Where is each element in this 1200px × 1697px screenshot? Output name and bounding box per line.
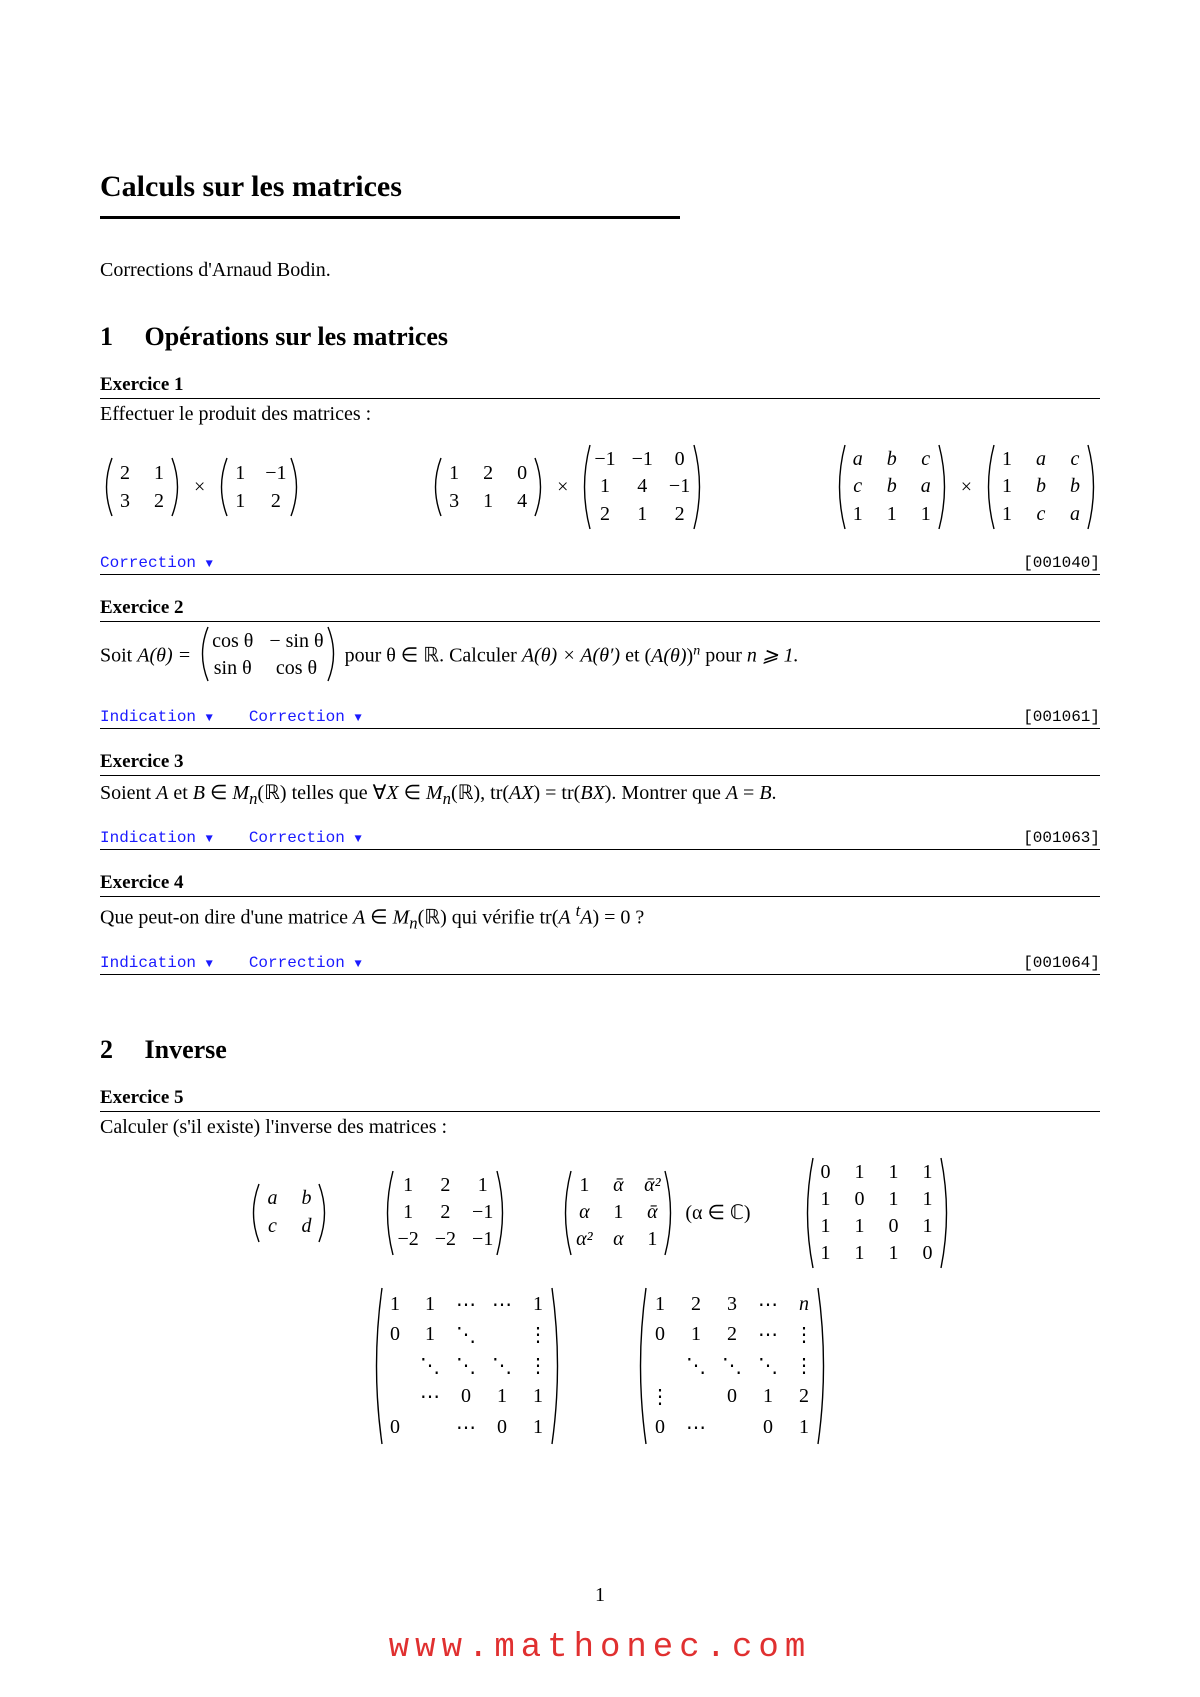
times-operator: × xyxy=(190,476,209,499)
e2-cond: n ⩾ 1. xyxy=(747,645,799,667)
exercise-4-heading: Exercice 4 xyxy=(100,872,1100,897)
correction-link[interactable]: Correction ▼ xyxy=(249,829,362,847)
exercise-3-heading: Exercice 3 xyxy=(100,751,1100,776)
exercise-3-footer: Indication ▼ Correction ▼ [001063] xyxy=(100,823,1100,850)
times-operator: × xyxy=(957,476,976,499)
page-number: 1 xyxy=(0,1584,1200,1607)
indication-link[interactable]: Indication ▼ xyxy=(100,708,213,726)
exercise-5-row1: abcd 12112−1−2−2−1 1ᾱᾱ²α1ᾱα²α1 (α ∈ ℂ) 01111… xyxy=(100,1157,1100,1269)
exercise-2-heading: Exercice 2 xyxy=(100,597,1100,622)
correction-label: Correction xyxy=(100,554,196,572)
exercise-2-footer: Indication ▼ Correction ▼ [001061] xyxy=(100,702,1100,729)
matrix-product: 120314 × −1−1014−1212 xyxy=(429,444,706,530)
correction-label: Correction xyxy=(249,954,345,972)
exercise-5-row2: 11⋯⋯101⋱ ⋮ ⋱⋱⋱⋮ ⋯0110 ⋯01 123⋯n012⋯⋮ ⋱⋱⋱⋮… xyxy=(100,1287,1100,1445)
matrix: 0111101111011110 xyxy=(801,1157,953,1269)
exercise-1-footer: Correction ▼ [001040] xyxy=(100,548,1100,575)
chevron-down-icon: ▼ xyxy=(354,832,361,846)
matrix: 123⋯n012⋯⋮ ⋱⋱⋱⋮⋮ 0120⋯ 01 xyxy=(634,1287,830,1445)
correction-link[interactable]: Correction ▼ xyxy=(249,708,362,726)
matrix: 1ac1bb1ca xyxy=(982,444,1100,530)
e2-expr2: (A(θ))n xyxy=(645,645,706,667)
e2-matrix: cos θ− sin θsin θcos θ xyxy=(196,665,339,687)
exercise-1-matrices: 2132×1−112120314×−1−1014−1212abccba111×1… xyxy=(100,444,1100,530)
credits: Corrections d'Arnaud Bodin. xyxy=(100,259,1100,282)
section-1-title: Opérations sur les matrices xyxy=(145,322,449,351)
e2-mid: pour θ ∈ xyxy=(345,645,424,667)
correction-link[interactable]: Correction ▼ xyxy=(100,554,213,572)
section-2-heading: 2 Inverse xyxy=(100,1035,1100,1065)
exercise-1-prompt: Effectuer le produit des matrices : xyxy=(100,403,1100,426)
exercise-2-body: Soit A(θ) = cos θ− sin θsin θcos θ pour … xyxy=(100,622,1100,688)
indication-label: Indication xyxy=(100,708,196,726)
e2-prefix: Soit xyxy=(100,645,137,667)
exercise-3-id: [001063] xyxy=(1023,829,1100,847)
chevron-down-icon: ▼ xyxy=(206,711,213,725)
chevron-down-icon: ▼ xyxy=(206,832,213,846)
exercise-4-footer: Indication ▼ Correction ▼ [001064] xyxy=(100,948,1100,975)
chevron-down-icon: ▼ xyxy=(206,557,213,571)
correction-label: Correction xyxy=(249,829,345,847)
section-1-number: 1 xyxy=(100,322,138,352)
matrix: 12112−1−2−2−1 xyxy=(381,1170,509,1256)
exercise-5-heading: Exercice 5 xyxy=(100,1087,1100,1112)
e2-expr1: A(θ) × A(θ′) xyxy=(522,645,620,667)
matrix: cos θ− sin θsin θcos θ xyxy=(196,626,339,684)
exercise-3-body: Soient A et B ∈ Mn(ℝ) telles que ∀X ∈ Mn… xyxy=(100,776,1100,809)
indication-label: Indication xyxy=(100,829,196,847)
exercise-2-id: [001061] xyxy=(1023,708,1100,726)
exercise-5-prompt: Calculer (s'il existe) l'inverse des mat… xyxy=(100,1116,1100,1139)
section-2-number: 2 xyxy=(100,1035,138,1065)
correction-link[interactable]: Correction ▼ xyxy=(249,954,362,972)
e2-rest3: pour xyxy=(705,645,747,667)
e2-eqprefix: A(θ) = xyxy=(137,645,196,667)
matrix-suffix: (α ∈ ℂ) xyxy=(685,1200,750,1225)
exercise-1-heading: Exercice 1 xyxy=(100,374,1100,399)
e2-rest2: et xyxy=(625,645,644,667)
section-1-heading: 1 Opérations sur les matrices xyxy=(100,322,1100,352)
matrix: 1−112 xyxy=(215,457,302,517)
matrix-product: abccba111 × 1ac1bb1ca xyxy=(833,444,1100,530)
indication-label: Indication xyxy=(100,954,196,972)
e2-rest1: . Calculer xyxy=(439,645,522,667)
matrix: −1−1014−1212 xyxy=(578,444,706,530)
matrix: 1ᾱᾱ²α1ᾱα²α1 xyxy=(559,1170,677,1256)
indication-link[interactable]: Indication ▼ xyxy=(100,829,213,847)
correction-label: Correction xyxy=(249,708,345,726)
exercise-4-body: Que peut-on dire d'une matrice A ∈ Mn(ℝ)… xyxy=(100,897,1100,934)
matrix: 2132 xyxy=(100,457,184,517)
times-operator: × xyxy=(553,476,572,499)
exercise-5-body: Calculer (s'il existe) l'inverse des mat… xyxy=(100,1112,1100,1445)
watermark: www.mathonec.com xyxy=(0,1629,1200,1667)
matrix: 11⋯⋯101⋱ ⋮ ⋱⋱⋱⋮ ⋯0110 ⋯01 xyxy=(370,1287,564,1445)
exercise-1-id: [001040] xyxy=(1023,554,1100,572)
matrix: abccba111 xyxy=(833,444,951,530)
chevron-down-icon: ▼ xyxy=(354,711,361,725)
section-2-title: Inverse xyxy=(145,1035,227,1064)
matrix-product: 2132 × 1−112 xyxy=(100,457,303,517)
title-rule xyxy=(100,216,680,219)
doc-title: Calculs sur les matrices xyxy=(100,170,1100,204)
real-symbol: ℝ xyxy=(423,645,439,667)
matrix: 120314 xyxy=(429,457,547,517)
chevron-down-icon: ▼ xyxy=(206,957,213,971)
matrix: abcd xyxy=(247,1183,331,1243)
exercise-4-id: [001064] xyxy=(1023,954,1100,972)
indication-link[interactable]: Indication ▼ xyxy=(100,954,213,972)
chevron-down-icon: ▼ xyxy=(354,957,361,971)
exercise-1-body: Effectuer le produit des matrices : 2132… xyxy=(100,399,1100,530)
